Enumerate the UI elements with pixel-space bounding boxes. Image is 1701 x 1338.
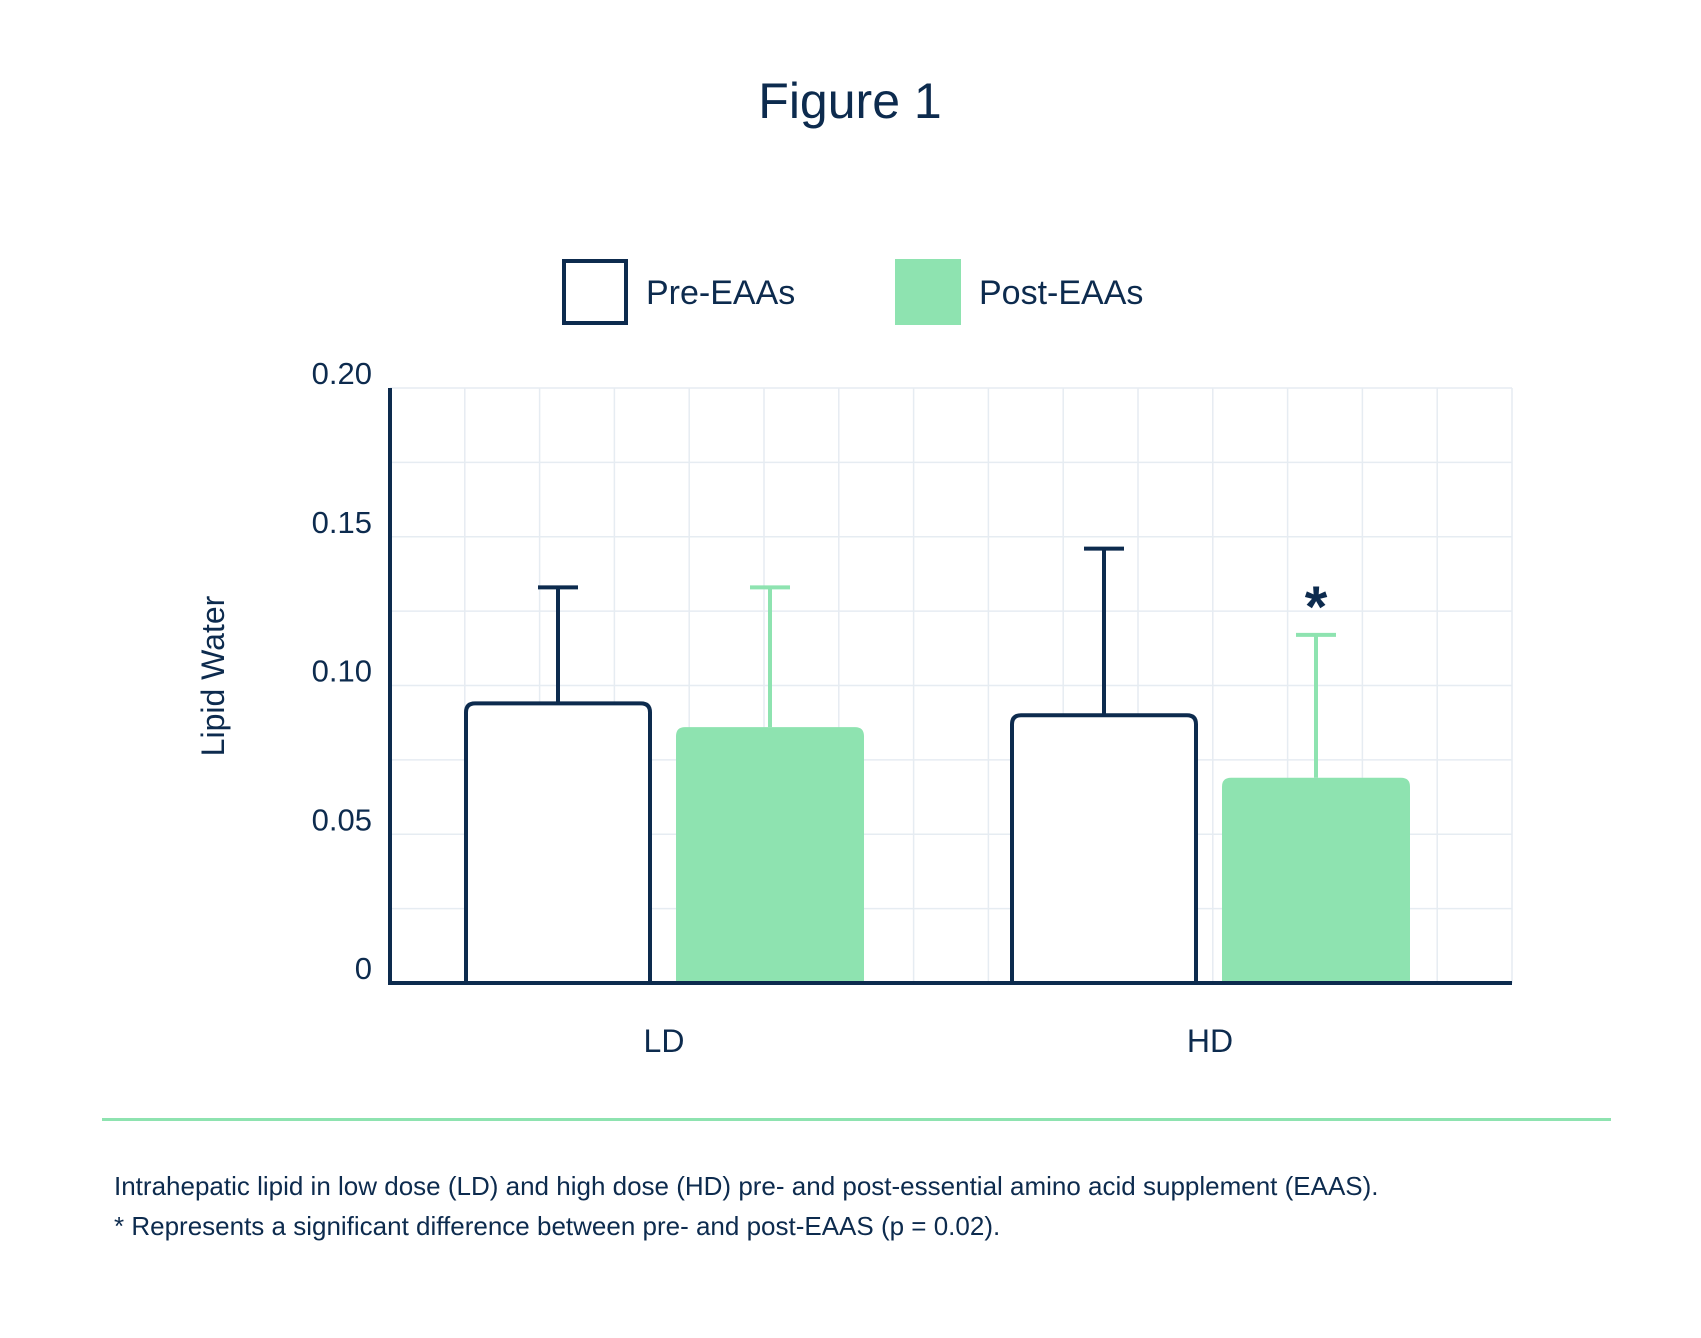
x-category-label: LD [644,1023,685,1059]
legend-swatch-pre-eaas [562,259,628,325]
legend-label-post-eaas: Post-EAAs [979,274,1143,312]
caption-divider [102,1118,1611,1121]
x-category-labels: LD HD [644,1023,1234,1059]
chart-grid [390,387,1513,983]
error-bars [538,546,1336,778]
y-tick-label: 0.10 [312,654,372,689]
bar-post-eaas-ld [676,727,864,983]
legend: Pre-EAAs Post-EAAs [562,259,1143,325]
annotations: * [1305,575,1328,640]
caption-line-1: Intrahepatic lipid in low dose (LD) and … [114,1171,1379,1201]
legend-swatch-post-eaas [895,259,961,325]
y-tick-label: 0.05 [312,802,372,837]
caption-line-2: * Represents a significant difference be… [114,1211,1001,1241]
x-category-label: HD [1187,1023,1233,1059]
y-axis-title: Lipid Water [195,595,231,756]
y-tick-label: 0 [355,951,372,986]
chart-axes [388,388,1512,985]
legend-label-pre-eaas: Pre-EAAs [646,274,795,312]
bar-pre-eaas-ld [464,701,652,983]
figure-title: Figure 1 [758,73,941,129]
figure-caption: Intrahepatic lipid in low dose (LD) and … [114,1166,1654,1246]
bar-group [464,701,1410,983]
y-tick-label: 0.20 [312,356,372,391]
y-tick-label: 0.15 [312,505,372,540]
bar-pre-eaas-hd [1010,713,1198,983]
significance-marker: * [1305,575,1328,640]
bar-post-eaas-hd [1222,777,1410,983]
y-tick-labels: 0 0.05 0.10 0.15 0.20 [312,356,372,986]
